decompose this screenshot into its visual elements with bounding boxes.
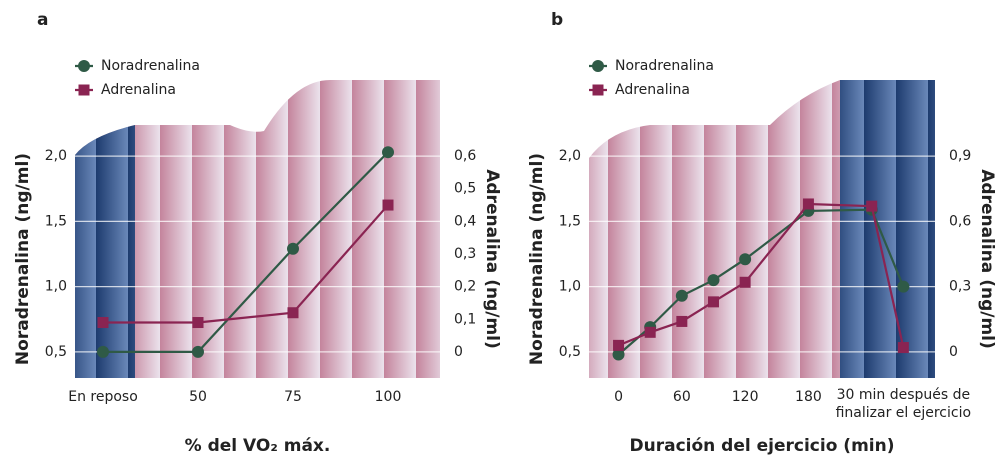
marker xyxy=(612,348,625,361)
x-tick-label: 50 xyxy=(189,389,207,405)
y-axis-title: Noradrenalina (ng/ml) xyxy=(13,153,33,365)
y2-tick-label: 0 xyxy=(454,344,463,360)
y2-axis-title: Adrenalina (ng/ml) xyxy=(977,169,997,349)
x-tick-label: 0 xyxy=(614,389,623,405)
y-tick-label: 1,0 xyxy=(559,279,581,295)
marker xyxy=(287,307,299,319)
marker xyxy=(644,326,656,338)
legend-label: Noradrenalina xyxy=(615,58,714,74)
marker xyxy=(97,317,109,329)
y-tick-label: 1,0 xyxy=(45,279,67,295)
x-axis-title: Duración del ejercicio (min) xyxy=(630,436,895,456)
legend-label: Adrenalina xyxy=(615,82,690,98)
x-tick-label: 75 xyxy=(284,389,302,405)
marker xyxy=(192,317,204,329)
y-axis-title: Noradrenalina (ng/ml) xyxy=(527,153,547,365)
y-tick-label: 2,0 xyxy=(559,148,581,164)
y2-tick-label: 0,6 xyxy=(949,213,971,229)
marker xyxy=(739,276,751,288)
y-tick-label: 0,5 xyxy=(45,344,67,360)
y2-axis-title: Adrenalina (ng/ml) xyxy=(482,169,502,349)
marker xyxy=(866,200,878,212)
marker xyxy=(802,198,814,210)
x-tick-label: 180 xyxy=(795,389,822,405)
marker xyxy=(897,342,909,354)
marker xyxy=(382,199,394,211)
plot-background xyxy=(75,80,440,378)
y2-tick-label: 0,6 xyxy=(454,148,476,164)
y2-tick-label: 0,3 xyxy=(949,279,971,295)
legend-marker xyxy=(592,60,604,72)
marker xyxy=(382,146,394,159)
series-line xyxy=(617,208,905,356)
marker xyxy=(897,280,910,293)
marker xyxy=(676,315,688,327)
legend-marker xyxy=(78,84,90,96)
y2-tick-label: 0,4 xyxy=(454,213,476,229)
x-tick-label: 30 min después de finalizar el ejercicio xyxy=(835,387,972,421)
marker xyxy=(192,345,204,358)
panel-label: b xyxy=(551,10,563,30)
series-line xyxy=(103,151,389,353)
marker xyxy=(707,274,720,287)
x-tick-label: 60 xyxy=(673,389,691,405)
series-line xyxy=(103,204,389,324)
x-tick-label: 120 xyxy=(732,389,759,405)
x-tick-label: 100 xyxy=(375,389,402,405)
x-tick-label: 30 min después de finalizar el ejercicio xyxy=(835,387,972,421)
x-axis-title: % del VO₂ máx. xyxy=(185,436,331,456)
y2-tick-label: 0,3 xyxy=(454,246,476,262)
marker xyxy=(97,345,109,358)
marker xyxy=(739,253,752,266)
marker xyxy=(287,242,299,255)
legend-label: Adrenalina xyxy=(101,82,176,98)
x-tick-label: En reposo xyxy=(68,389,138,405)
plot-background xyxy=(589,80,935,378)
marker xyxy=(707,296,719,308)
y2-tick-label: 0 xyxy=(949,344,958,360)
legend-marker xyxy=(592,84,604,96)
y-tick-label: 1,5 xyxy=(559,213,581,229)
y-tick-label: 1,5 xyxy=(45,213,67,229)
y2-tick-label: 0,9 xyxy=(949,148,971,164)
y-tick-label: 0,5 xyxy=(559,344,581,360)
marker xyxy=(613,339,625,351)
y2-tick-label: 0,1 xyxy=(454,311,476,327)
legend-marker xyxy=(78,60,90,72)
y-tick-label: 2,0 xyxy=(45,148,67,164)
marker xyxy=(675,289,688,302)
legend-label: Noradrenalina xyxy=(101,58,200,74)
y2-tick-label: 0,5 xyxy=(454,181,476,197)
y2-tick-label: 0,2 xyxy=(454,279,476,295)
panel-label: a xyxy=(37,10,48,30)
